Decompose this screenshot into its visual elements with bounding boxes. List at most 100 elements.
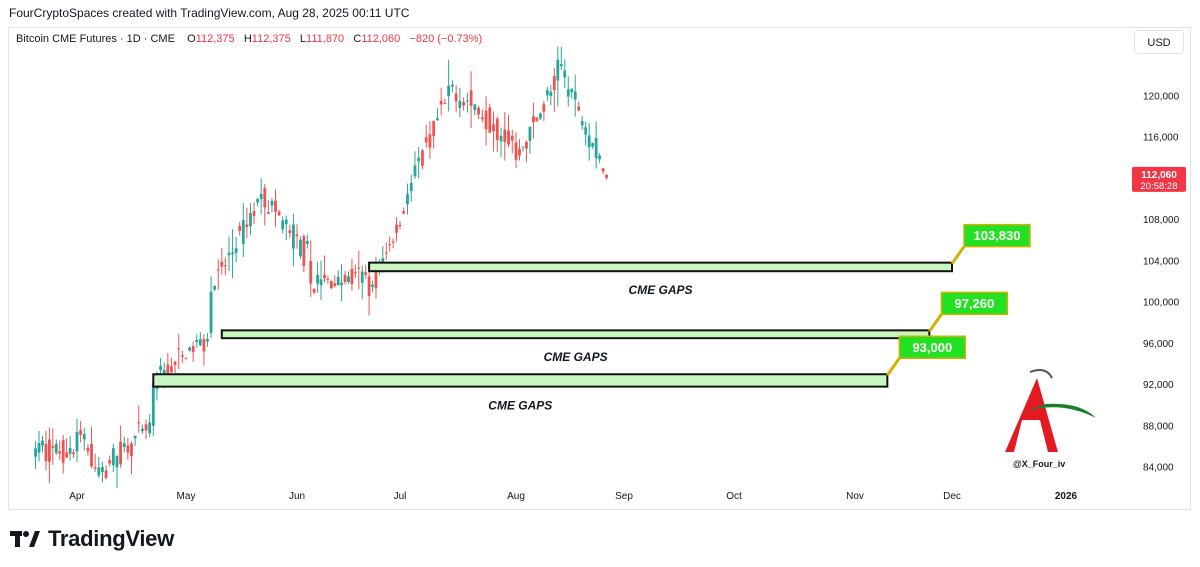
- candle-body: [538, 113, 542, 119]
- candle-body: [587, 135, 591, 148]
- candle-body: [277, 211, 281, 216]
- candle-body: [79, 430, 83, 435]
- candle: [37, 430, 41, 462]
- candle-body: [119, 441, 122, 465]
- candle: [93, 453, 97, 472]
- candles: [34, 46, 608, 489]
- candle-body: [93, 467, 97, 469]
- x-tick-label: May: [177, 491, 196, 502]
- watermark-arc-icon: [1029, 369, 1053, 379]
- x-tick-label: Oct: [726, 491, 742, 502]
- candle-body: [545, 90, 549, 96]
- candle-body: [47, 439, 51, 462]
- candle-body: [115, 455, 119, 468]
- candle: [384, 242, 388, 260]
- candle: [231, 229, 234, 279]
- candle-body: [329, 281, 333, 289]
- cme-gap-label: CME GAPS: [544, 350, 608, 364]
- candle-body: [413, 165, 417, 177]
- cme-gap-zone[interactable]: CME GAPS 93,000: [152, 335, 967, 413]
- candle-body: [101, 467, 104, 473]
- candle-body: [108, 460, 112, 464]
- candle: [343, 270, 347, 285]
- close-value: 112,060: [361, 33, 401, 45]
- candle: [333, 275, 337, 288]
- candle-body: [336, 276, 340, 286]
- candle-body: [424, 137, 428, 143]
- candle-body: [473, 104, 477, 111]
- candle-body: [559, 64, 563, 67]
- cme-gap-zone[interactable]: CME GAPS 103,830: [368, 223, 1031, 298]
- watermark-swoosh-icon: [1024, 403, 1096, 418]
- candle: [54, 439, 58, 456]
- cme-gap-zone[interactable]: CME GAPS 97,260: [220, 291, 1009, 364]
- candle: [421, 149, 424, 170]
- cme-gap-box: [152, 373, 889, 388]
- candle-body: [598, 155, 602, 160]
- candle: [213, 285, 217, 291]
- currency-button[interactable]: USD: [1134, 30, 1184, 54]
- low-label: L: [299, 33, 307, 45]
- candle: [277, 209, 281, 217]
- candle: [266, 200, 270, 215]
- candle-body: [326, 279, 330, 281]
- candle-body: [367, 276, 371, 296]
- candle-body: [252, 211, 256, 216]
- candle-body: [374, 269, 378, 289]
- candle: [538, 112, 542, 121]
- candle: [90, 426, 93, 468]
- candle: [350, 258, 354, 291]
- candle-body: [295, 234, 299, 237]
- candle: [122, 436, 126, 453]
- candle-body: [245, 224, 249, 228]
- candle-body: [209, 291, 213, 334]
- y-tick-label: 108,000: [1143, 215, 1180, 226]
- candle-body: [462, 101, 466, 106]
- y-tick-label: 96,000: [1143, 339, 1174, 350]
- candle: [347, 271, 350, 284]
- candle: [281, 216, 285, 234]
- candle: [241, 203, 245, 258]
- candle: [364, 264, 368, 280]
- candle: [329, 280, 333, 290]
- candle: [492, 111, 495, 152]
- cme-gap-value-badge: [963, 223, 1031, 248]
- candle-body: [72, 452, 75, 455]
- candle-body: [82, 433, 86, 440]
- candle: [473, 103, 477, 116]
- tradingview-brand[interactable]: TradingView: [10, 526, 174, 552]
- cme-gap-label: CME GAPS: [488, 399, 552, 413]
- y-tick-label: 116,000: [1143, 133, 1179, 144]
- callout-pointer: [928, 313, 943, 333]
- candle-body: [521, 146, 525, 148]
- candle: [357, 250, 361, 290]
- candle: [188, 346, 191, 352]
- candle: [177, 333, 181, 370]
- y-tick-label: 92,000: [1143, 380, 1174, 391]
- candle: [336, 270, 340, 286]
- candle-body: [580, 121, 584, 126]
- x-axis: Apr May Jun Jul Aug Sep Oct Nov Dec 2026: [69, 491, 1077, 502]
- candle: [605, 174, 608, 180]
- candle: [340, 263, 344, 302]
- candle-body: [90, 443, 93, 467]
- candle: [259, 178, 263, 215]
- open-value: 112,375: [195, 33, 235, 45]
- candle: [312, 288, 316, 294]
- candle-body: [409, 182, 413, 192]
- candle: [556, 46, 560, 107]
- cme-gaps: CME GAPS 103,830 CME GAPS 97,260 CME GAPS 93,…: [152, 223, 1031, 413]
- candle-body: [141, 428, 144, 432]
- candle: [223, 257, 227, 276]
- candle-body: [347, 276, 350, 283]
- candle-body: [384, 252, 388, 254]
- candle-body: [480, 117, 484, 120]
- candle: [391, 238, 395, 249]
- candle-body: [360, 271, 364, 283]
- candle-body: [450, 84, 454, 87]
- cme-gap-box: [220, 329, 931, 340]
- candle: [166, 352, 170, 374]
- candle-body: [406, 193, 409, 205]
- candle-body: [234, 248, 238, 253]
